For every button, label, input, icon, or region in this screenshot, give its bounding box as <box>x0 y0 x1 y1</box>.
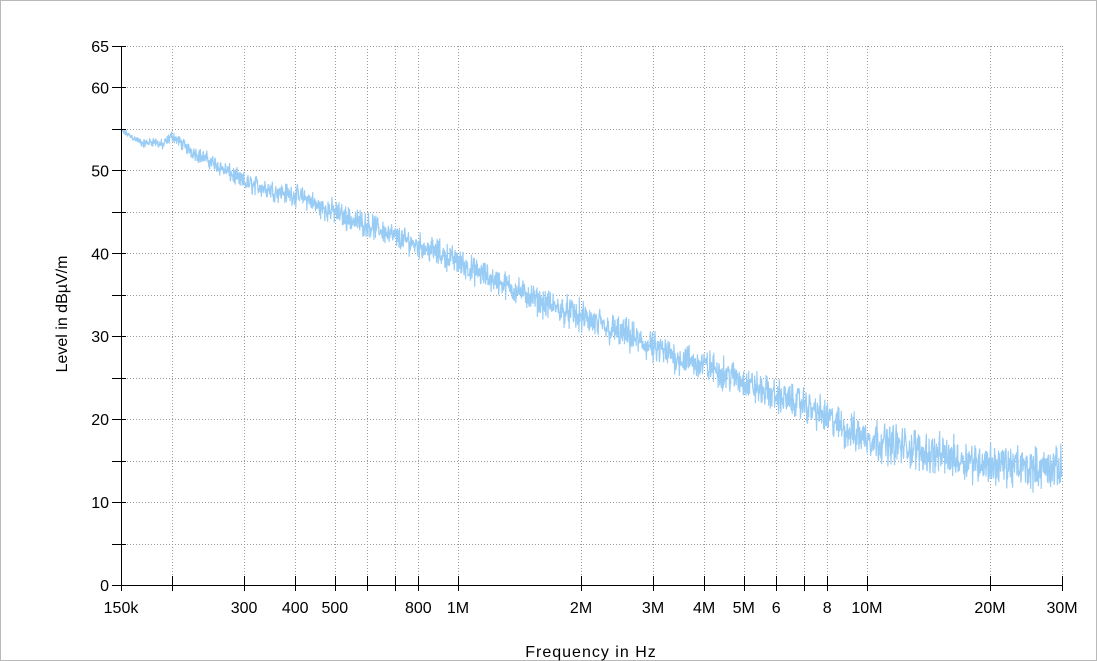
y-axis-title: Level in dBµV/m <box>54 256 71 373</box>
x-tick-label: 3M <box>642 600 664 617</box>
y-tick-label: 30 <box>91 329 109 346</box>
x-tick-label: 20M <box>974 600 1005 617</box>
x-tick-label: 2M <box>570 600 592 617</box>
x-tick-label: 300 <box>231 600 258 617</box>
y-tick-label: 65 <box>91 39 109 56</box>
x-tick-label: 150k <box>104 600 140 617</box>
x-tick-label: 5M <box>733 600 755 617</box>
x-tick-label: 4M <box>693 600 715 617</box>
x-tick-label: 800 <box>405 600 432 617</box>
series-line <box>120 128 1063 493</box>
x-tick-label: 1M <box>447 600 469 617</box>
x-tick-label: 8 <box>823 600 832 617</box>
y-tick-label: 40 <box>91 246 109 263</box>
series-layer <box>120 128 1063 493</box>
tick-labels: 150k 300 400 500 800 1M 2M 3M 4M 5M 6 8 10M 20M 30M 0 10… <box>91 39 1077 617</box>
x-axis-title: Frequency in Hz <box>525 644 657 661</box>
grid-lines <box>121 46 1063 585</box>
y-tick-label: 10 <box>91 495 109 512</box>
axes <box>121 46 1063 586</box>
y-tick-label: 0 <box>100 578 109 595</box>
y-tick-label: 60 <box>91 80 109 97</box>
x-tick-label: 10M <box>851 600 882 617</box>
x-tick-label: 30M <box>1046 600 1077 617</box>
tick-marks <box>112 46 1063 591</box>
x-tick-label: 400 <box>282 600 309 617</box>
x-tick-label: 6 <box>772 600 781 617</box>
x-tick-label: 500 <box>321 600 348 617</box>
y-tick-label: 50 <box>91 163 109 180</box>
y-tick-label: 20 <box>91 412 109 429</box>
